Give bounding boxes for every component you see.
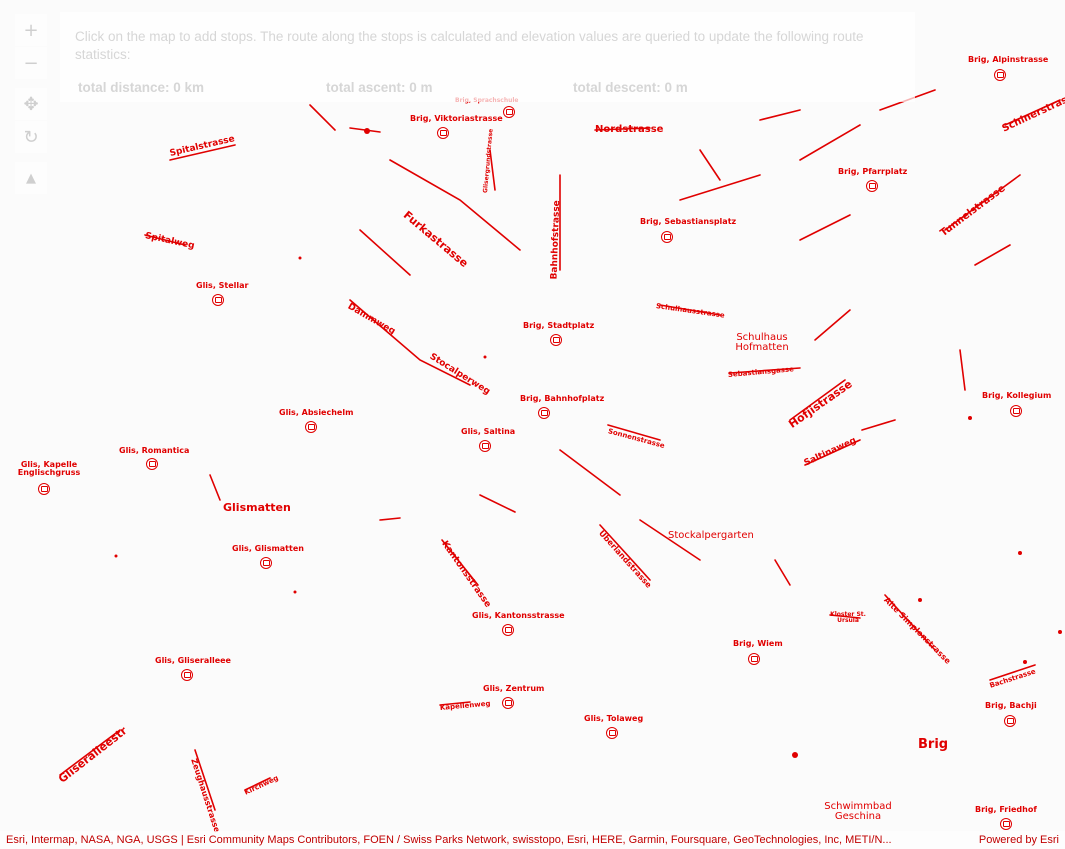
stop-label: Glis, Glismatten xyxy=(232,544,304,553)
place-label: Schulhaus Hofmatten xyxy=(735,332,789,353)
bus-stop-icon[interactable] xyxy=(606,727,618,739)
stop-label: Brig, Pfarrplatz xyxy=(838,167,908,176)
zoom-out-button[interactable]: − xyxy=(15,47,47,79)
stop-label: Glis, Absiechelm xyxy=(279,408,354,417)
bus-stop-icon[interactable] xyxy=(866,180,878,192)
bus-stop-icon[interactable] xyxy=(538,407,550,419)
stop-label: Glis, Tolaweg xyxy=(584,714,644,723)
stop-label: Brig, Kollegium xyxy=(982,391,1052,400)
attribution-text[interactable]: Esri, Intermap, NASA, NGA, USGS | Esri C… xyxy=(6,834,892,846)
total-distance: total distance: 0 km xyxy=(78,80,205,95)
map-markers xyxy=(114,128,1062,758)
stop-label: Glis, Romantica xyxy=(119,446,190,455)
stop-label: Brig, Sebastiansplatz xyxy=(640,217,737,226)
instructions-text: Click on the map to add stops. The route… xyxy=(75,29,864,62)
bus-stop-icon[interactable] xyxy=(38,483,50,495)
stop-label: Brig, Viktoriastrasse xyxy=(410,114,503,123)
bus-stop-icon[interactable] xyxy=(1010,405,1022,417)
attribution-bar: Esri, Intermap, NASA, NGA, USGS | Esri C… xyxy=(0,831,1065,849)
place-label: Glismatten xyxy=(223,501,291,514)
bus-stop-icon[interactable] xyxy=(994,69,1006,81)
bus-stop-icon[interactable] xyxy=(305,421,317,433)
route-statistics-panel: Click on the map to add stops. The route… xyxy=(60,12,915,102)
stop-label: Brig, Alpinstrasse xyxy=(968,55,1049,64)
bus-stop-icon[interactable] xyxy=(748,653,760,665)
pan-icon[interactable]: ✥ xyxy=(15,88,47,120)
total-ascent: total ascent: 0 m xyxy=(326,80,433,95)
place-label: Brig xyxy=(918,737,949,752)
bus-stop-icon[interactable] xyxy=(479,440,491,452)
bus-stop-icon[interactable] xyxy=(181,669,193,681)
stop-label: Glis, Kapelle Englischgruss xyxy=(17,460,81,477)
bus-stop-icon[interactable] xyxy=(503,106,515,118)
place-label: Schwimmbad Geschina xyxy=(824,801,892,822)
place-label: Stockalpergarten xyxy=(668,530,754,541)
stop-label: Glis, Saltina xyxy=(461,427,516,436)
stop-label: Glis, Zentrum xyxy=(483,684,545,693)
rotate-icon[interactable]: ↻ xyxy=(15,121,47,153)
compass-icon[interactable]: ▲ xyxy=(15,162,47,194)
bus-stop-icon[interactable] xyxy=(437,127,449,139)
stop-label: Glis, Kantonsstrasse xyxy=(472,611,565,620)
stop-label: Brig, Bachji xyxy=(985,701,1037,710)
bus-stop-icon[interactable] xyxy=(502,624,514,636)
stop-label: Glis, Stellar xyxy=(196,281,249,290)
stop-label: Brig, Stadtplatz xyxy=(523,321,595,330)
stop-label: Brig, Friedhof xyxy=(975,805,1037,814)
bus-stop-icon[interactable] xyxy=(260,557,272,569)
street-label: Nordstrasse xyxy=(595,124,664,135)
place-label: Kloster St. Ursula xyxy=(830,611,866,624)
stop-label: Brig, Bahnhofplatz xyxy=(520,394,605,403)
bus-stop-icon[interactable] xyxy=(212,294,224,306)
bus-stop-icon[interactable] xyxy=(550,334,562,346)
bus-stop-icon[interactable] xyxy=(1000,818,1012,830)
bus-stop-icon[interactable] xyxy=(1004,715,1016,727)
zoom-in-button[interactable]: + xyxy=(15,14,47,46)
stop-label: Glis, Gliseralleee xyxy=(155,656,231,665)
bus-stop-icon[interactable] xyxy=(146,458,158,470)
bus-stop-icon[interactable] xyxy=(502,697,514,709)
bus-stop-icon[interactable] xyxy=(661,231,673,243)
total-descent: total descent: 0 m xyxy=(573,80,688,95)
road-network xyxy=(59,89,1061,811)
powered-by-link[interactable]: Powered by Esri xyxy=(978,834,1059,846)
stop-label: Brig, Wiem xyxy=(733,639,783,648)
